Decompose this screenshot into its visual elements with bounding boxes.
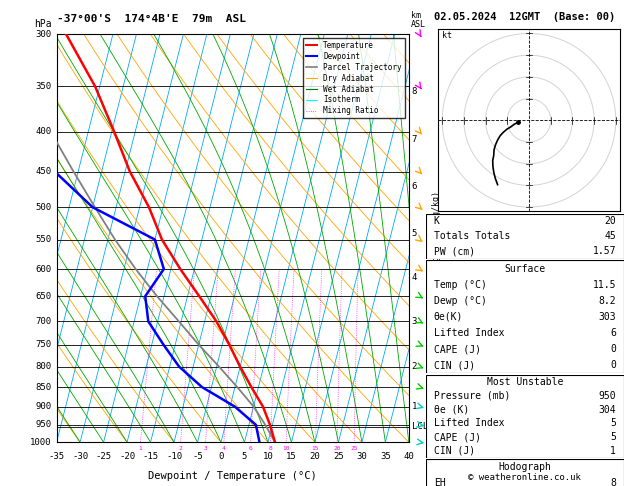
Text: 40: 40 xyxy=(403,452,415,462)
Text: 8.2: 8.2 xyxy=(598,296,616,306)
Text: -20: -20 xyxy=(119,452,135,462)
Text: 35: 35 xyxy=(380,452,391,462)
Text: CIN (J): CIN (J) xyxy=(434,446,475,456)
Text: 1: 1 xyxy=(610,446,616,456)
Text: Pressure (mb): Pressure (mb) xyxy=(434,391,510,401)
Text: 900: 900 xyxy=(35,402,52,411)
Text: 1.57: 1.57 xyxy=(593,246,616,256)
Text: 4: 4 xyxy=(222,446,226,451)
Text: -5: -5 xyxy=(192,452,203,462)
Text: K: K xyxy=(434,216,440,226)
Text: 20: 20 xyxy=(309,452,320,462)
Text: 20: 20 xyxy=(333,446,341,451)
Text: hPa: hPa xyxy=(34,19,52,29)
Text: 2: 2 xyxy=(411,362,417,371)
Text: 15: 15 xyxy=(286,452,297,462)
Text: 750: 750 xyxy=(35,340,52,349)
Text: 5: 5 xyxy=(242,452,247,462)
Text: 3: 3 xyxy=(411,317,417,326)
Text: 8: 8 xyxy=(411,87,417,96)
Text: 6: 6 xyxy=(411,182,417,191)
Text: Surface: Surface xyxy=(504,263,545,274)
Text: 6: 6 xyxy=(610,328,616,338)
Text: -37°00'S  174°4B'E  79m  ASL: -37°00'S 174°4B'E 79m ASL xyxy=(57,14,245,24)
Text: 10: 10 xyxy=(262,452,274,462)
Text: 400: 400 xyxy=(35,127,52,136)
Text: 15: 15 xyxy=(312,446,320,451)
Text: km
ASL: km ASL xyxy=(411,11,426,29)
Text: 600: 600 xyxy=(35,264,52,274)
Text: 700: 700 xyxy=(35,317,52,326)
Text: CIN (J): CIN (J) xyxy=(434,360,475,370)
Text: 304: 304 xyxy=(598,405,616,415)
Text: 5: 5 xyxy=(411,229,417,238)
Text: -15: -15 xyxy=(143,452,159,462)
Text: CAPE (J): CAPE (J) xyxy=(434,432,481,442)
Text: LCL: LCL xyxy=(411,422,428,431)
Text: 1000: 1000 xyxy=(30,438,52,447)
Text: Most Unstable: Most Unstable xyxy=(487,377,563,387)
Text: -10: -10 xyxy=(166,452,182,462)
Text: 450: 450 xyxy=(35,167,52,176)
Text: Dewp (°C): Dewp (°C) xyxy=(434,296,487,306)
Text: 30: 30 xyxy=(357,452,367,462)
Text: 8: 8 xyxy=(610,478,616,486)
Text: 7: 7 xyxy=(411,136,417,144)
Text: 11.5: 11.5 xyxy=(593,279,616,290)
Text: 350: 350 xyxy=(35,82,52,91)
Text: © weatheronline.co.uk: © weatheronline.co.uk xyxy=(468,473,581,482)
Legend: Temperature, Dewpoint, Parcel Trajectory, Dry Adiabat, Wet Adiabat, Isotherm, Mi: Temperature, Dewpoint, Parcel Trajectory… xyxy=(303,38,405,119)
Text: 300: 300 xyxy=(35,30,52,38)
Text: 20: 20 xyxy=(604,216,616,226)
Text: Temp (°C): Temp (°C) xyxy=(434,279,487,290)
Text: 500: 500 xyxy=(35,203,52,212)
Text: 8: 8 xyxy=(269,446,272,451)
Text: 850: 850 xyxy=(35,382,52,392)
Text: 650: 650 xyxy=(35,292,52,301)
Text: -25: -25 xyxy=(96,452,111,462)
Text: Totals Totals: Totals Totals xyxy=(434,231,510,241)
Text: θe(K): θe(K) xyxy=(434,312,463,322)
Text: Lifted Index: Lifted Index xyxy=(434,418,504,428)
Text: 800: 800 xyxy=(35,362,52,371)
Text: 3: 3 xyxy=(204,446,208,451)
Text: kt: kt xyxy=(442,31,452,40)
Text: 950: 950 xyxy=(35,420,52,429)
Text: 550: 550 xyxy=(35,235,52,244)
Text: 10: 10 xyxy=(282,446,290,451)
Text: 4: 4 xyxy=(411,274,417,282)
Text: 25: 25 xyxy=(350,446,358,451)
Text: CAPE (J): CAPE (J) xyxy=(434,344,481,354)
Text: -35: -35 xyxy=(48,452,65,462)
Text: 1: 1 xyxy=(411,402,417,411)
Text: 6: 6 xyxy=(249,446,252,451)
Text: 5: 5 xyxy=(610,418,616,428)
Text: 0: 0 xyxy=(218,452,224,462)
Text: 2: 2 xyxy=(179,446,182,451)
Text: Dewpoint / Temperature (°C): Dewpoint / Temperature (°C) xyxy=(148,471,317,481)
Text: Hodograph: Hodograph xyxy=(498,462,552,472)
Text: 45: 45 xyxy=(604,231,616,241)
Text: PW (cm): PW (cm) xyxy=(434,246,475,256)
Text: -30: -30 xyxy=(72,452,88,462)
Text: θe (K): θe (K) xyxy=(434,405,469,415)
Text: 5: 5 xyxy=(610,432,616,442)
Text: 0: 0 xyxy=(610,360,616,370)
Text: 25: 25 xyxy=(333,452,344,462)
Text: 303: 303 xyxy=(598,312,616,322)
Text: 02.05.2024  12GMT  (Base: 00): 02.05.2024 12GMT (Base: 00) xyxy=(433,12,615,22)
Text: 1: 1 xyxy=(138,446,142,451)
Text: Lifted Index: Lifted Index xyxy=(434,328,504,338)
Text: Mixing Ratio (g/kg): Mixing Ratio (g/kg) xyxy=(431,191,441,286)
Text: 950: 950 xyxy=(598,391,616,401)
Text: 0: 0 xyxy=(610,344,616,354)
Text: EH: EH xyxy=(434,478,445,486)
